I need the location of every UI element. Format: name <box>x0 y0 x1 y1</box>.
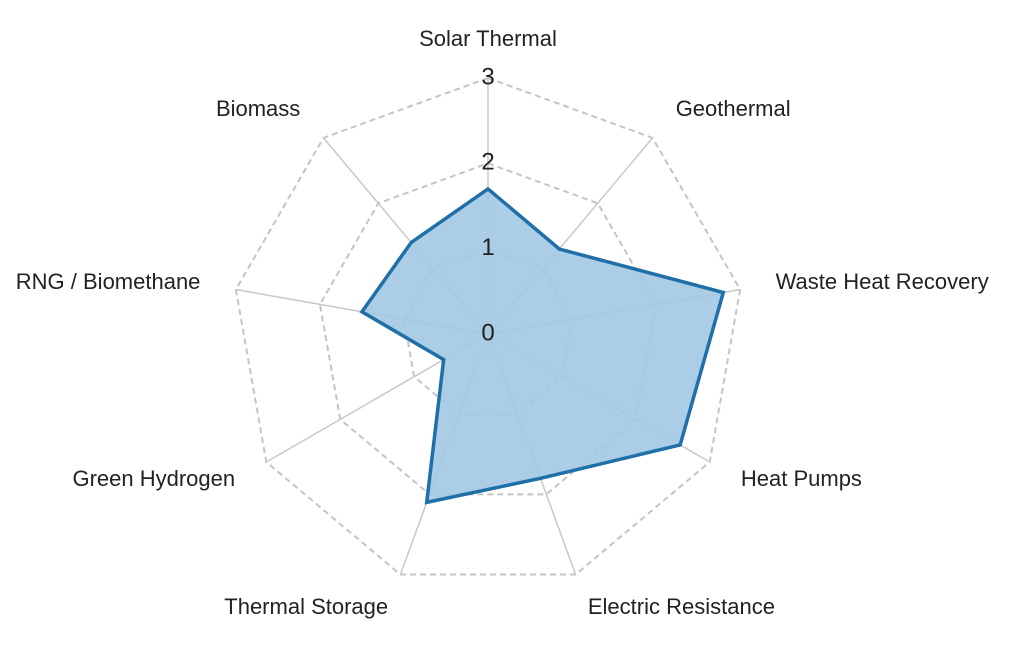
grid-ring <box>318 162 658 496</box>
grid-ring <box>234 76 742 576</box>
axis-label: Thermal Storage <box>224 594 388 619</box>
axis-label: Green Hydrogen <box>72 466 235 491</box>
axis-label: Electric Resistance <box>588 594 775 619</box>
axis-label: Heat Pumps <box>741 466 862 491</box>
r-tick-label: 3 <box>481 63 494 90</box>
r-tick-label: 0 <box>481 319 494 346</box>
axis-label: Solar Thermal <box>419 26 557 51</box>
axis-label: Biomass <box>216 96 300 121</box>
axis-label: RNG / Biomethane <box>16 269 201 294</box>
r-tick-label: 1 <box>481 234 494 261</box>
radar-area <box>359 186 726 505</box>
axis-label: Geothermal <box>676 96 791 121</box>
axis-label: Waste Heat Recovery <box>776 269 989 294</box>
r-tick-label: 2 <box>481 149 494 176</box>
